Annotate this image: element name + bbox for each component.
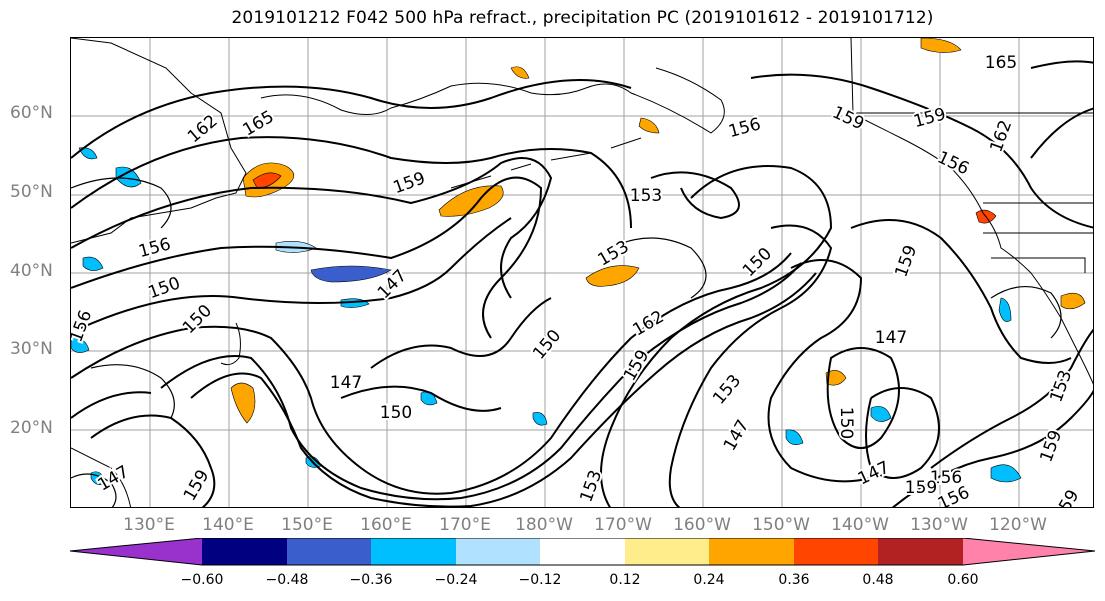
lon-label-130w: 130°W [910,515,968,535]
lon-label-160w: 160°W [673,515,731,535]
contour-label: 165 [239,107,277,141]
contour-label: 150 [836,407,856,439]
contour-label: 150 [739,244,776,281]
lon-label-170e: 170°E [439,515,491,535]
contour-label: 159 [1036,428,1066,465]
contour-label: 159 [391,168,428,198]
contour-label: 153 [576,468,606,505]
colorbar-segment [371,538,456,565]
contour-label: 147 [875,328,907,348]
lon-label-120w: 120°W [989,515,1047,535]
lat-label-60n: 60°N [10,103,53,123]
lon-label-140e: 140°E [202,515,254,535]
colorbar-tick: 0.24 [693,572,725,588]
lat-label-50n: 50°N [10,182,53,202]
contour-label: 153 [1046,368,1076,405]
colorbar-segment [540,538,625,565]
contour-label: 150 [529,326,565,364]
lat-label-20n: 20°N [10,418,53,438]
colorbar-segment [963,538,1095,565]
colorbar-outline [69,538,1096,566]
lat-label-30n: 30°N [10,339,53,359]
lat-label-40n: 40°N [10,261,53,281]
contour-label-halo: 159 [905,478,937,498]
colorbar-tick: 0.12 [609,572,641,588]
colorbar-segment [456,538,540,565]
lon-label-130e: 130°E [123,515,175,535]
colorbar-segment [287,538,371,565]
contour-label-halo: 156 [930,468,962,488]
thin-contours [71,177,1062,507]
contour-label: 147 [720,416,754,454]
contour-label: 156 [930,468,962,488]
lon-label-170w: 170°W [594,515,652,535]
contour-label: 156 [726,114,763,142]
colorbar-tick: −0.36 [349,572,393,588]
contour-label: 153 [709,371,745,409]
contour-label: 159 [1050,486,1084,508]
colorbar-segment [878,538,963,565]
graticule [71,38,1093,507]
contour-label: 147 [330,373,362,393]
colorbar-tick: −0.12 [518,572,562,588]
colorbar-tick: −0.48 [265,572,309,588]
contour-label: 165 [985,53,1017,73]
colorbar-segment [70,538,202,565]
colorbar-segment [202,538,287,565]
contour-label: 159 [905,478,937,498]
contour-label: 153 [630,186,662,206]
contour-label: 159 [891,243,921,280]
colorbar-tick: 0.36 [778,572,810,588]
contour-label-halo: 153 [630,186,662,206]
lon-label-160e: 160°E [360,515,412,535]
contour-label: 162 [986,118,1016,155]
colorbar-tick: 0.48 [862,572,894,588]
contour-label-halo: 150 [836,407,856,439]
lon-label-140w: 140°W [831,515,889,535]
contour-label-halo: 147 [875,328,907,348]
colorbar-segment [709,538,794,565]
colorbar-tick: 0.60 [947,572,979,588]
contour-label: 156 [71,308,96,345]
contour-label-halo: 147 [330,373,362,393]
map-panel: 162 162 165 165 159 159 156 156 153 153 150 150 147 1… [70,37,1094,508]
contour-label-halo: 165 [985,53,1017,73]
refract-contours [71,60,1093,507]
map-title: 2019101212 F042 500 hPa refract., precip… [231,8,934,28]
lon-label-150e: 150°E [281,515,333,535]
contour-label-halo: 150 [380,403,412,423]
colorbar [69,538,1096,566]
colorbar-tick: −0.60 [180,572,224,588]
lon-label-180w: 180°W [515,515,573,535]
colorbar-segment [625,538,709,565]
precip-shading [71,38,1086,485]
contour-label: 147 [94,462,132,496]
contour-label: 159 [180,466,214,504]
contour-label: 159 [911,104,948,132]
contour-label: 150 [179,301,216,338]
contour-label: 150 [380,403,412,423]
colorbar-tick: −0.24 [434,572,478,588]
lon-label-150w: 150°W [752,515,810,535]
colorbar-segment [794,538,878,565]
